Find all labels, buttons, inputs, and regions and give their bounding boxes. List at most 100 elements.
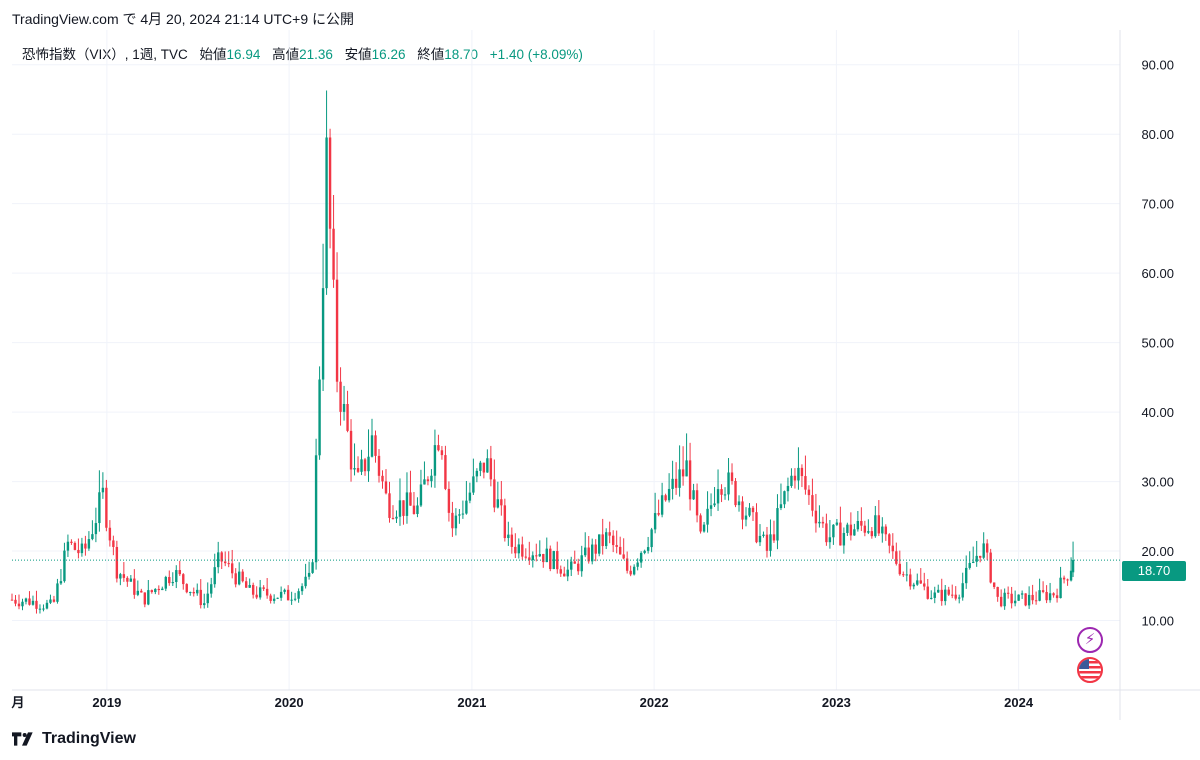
lightning-icon[interactable]: ⚡	[1077, 627, 1103, 653]
candle-body	[591, 544, 594, 562]
candle-body	[608, 532, 611, 536]
candle-body	[196, 589, 199, 594]
candle-body	[556, 551, 559, 570]
candle-body	[744, 515, 748, 520]
candle-body	[91, 534, 94, 540]
x-tick-label: 2023	[822, 695, 851, 710]
candle-body	[80, 543, 84, 554]
candle-body	[66, 541, 70, 551]
candle-body	[220, 552, 223, 562]
candle-body	[224, 561, 227, 564]
candle-body	[538, 554, 541, 557]
candle-body	[636, 562, 639, 567]
candle-body	[265, 588, 269, 596]
candle-body	[440, 450, 444, 456]
candle-body	[129, 578, 133, 582]
candle-body	[622, 554, 625, 559]
candle-body	[678, 469, 681, 488]
candle-body	[814, 510, 818, 524]
candle-body	[500, 499, 503, 506]
candle-body	[269, 595, 272, 601]
candle-body	[937, 589, 940, 593]
legend-symbol[interactable]: 恐怖指数（VIX）, 1週, TVC	[22, 47, 188, 62]
candle-body	[168, 576, 171, 584]
candle-body	[563, 573, 566, 577]
candle-body	[374, 435, 377, 456]
candle-body	[335, 279, 339, 382]
x-tick-label: 2022	[640, 695, 669, 710]
candle-body	[87, 539, 91, 549]
candle-body	[748, 507, 751, 516]
x-tick-label: 2019	[92, 695, 121, 710]
candle-body	[164, 576, 167, 589]
candle-body	[720, 489, 723, 495]
candle-body	[21, 601, 24, 607]
legend-low-label: 安値	[344, 47, 372, 62]
candle-body	[108, 527, 112, 541]
candle-body	[304, 576, 307, 587]
candle-body	[688, 460, 692, 500]
candle-body	[472, 476, 475, 493]
y-tick-label: 30.00	[1141, 475, 1174, 490]
candle-body	[709, 505, 713, 509]
candle-body	[318, 379, 321, 456]
candle-body	[825, 523, 828, 543]
candle-body	[681, 469, 685, 477]
candle-body	[119, 574, 122, 579]
y-tick-label: 70.00	[1141, 197, 1174, 212]
candle-body	[38, 608, 42, 610]
candle-body	[895, 551, 898, 564]
candle-body	[507, 534, 510, 539]
candle-body	[891, 545, 895, 552]
candle-body	[70, 541, 73, 543]
tradingview-brand[interactable]: TradingView	[12, 730, 136, 748]
candle-body	[45, 602, 49, 609]
candle-body	[821, 521, 825, 524]
y-tick-label: 80.00	[1141, 127, 1174, 142]
candle-body	[1062, 577, 1066, 580]
us-flag-icon[interactable]	[1077, 657, 1103, 683]
candle-body	[255, 594, 258, 598]
candle-body	[297, 591, 300, 599]
candle-body	[328, 137, 332, 229]
candle-body	[349, 430, 353, 470]
candle-body	[1013, 600, 1017, 604]
candle-body	[157, 588, 161, 591]
candle-body	[73, 542, 77, 550]
candle-body	[947, 589, 950, 595]
candle-body	[482, 462, 486, 473]
candle-body	[905, 574, 908, 576]
brand-name: TradingView	[42, 730, 136, 747]
candle-body	[643, 550, 646, 553]
candle-body	[290, 599, 293, 601]
candle-body	[730, 472, 734, 481]
candle-body	[489, 458, 493, 480]
candle-body	[842, 532, 846, 546]
y-tick-label: 40.00	[1141, 405, 1174, 420]
y-tick-label: 60.00	[1141, 266, 1174, 281]
candle-body	[762, 534, 765, 536]
candle-body	[192, 591, 195, 594]
candle-body	[727, 472, 730, 495]
candle-body	[423, 479, 426, 485]
candle-body	[454, 515, 458, 529]
candle-body	[958, 597, 961, 599]
candle-body	[203, 603, 206, 606]
candle-body	[244, 581, 248, 588]
candle-body	[971, 561, 975, 563]
candle-body	[598, 534, 601, 554]
candle-body	[587, 547, 590, 562]
candle-body	[951, 594, 954, 596]
candle-body	[1024, 593, 1027, 606]
candle-body	[734, 480, 737, 506]
candle-body	[741, 501, 744, 520]
candle-body	[283, 589, 286, 592]
candle-body	[52, 599, 56, 602]
candle-body	[356, 468, 360, 472]
candle-body	[769, 534, 772, 551]
candle-body	[24, 598, 28, 602]
x-tick-label: 月	[10, 695, 24, 710]
candle-body	[1066, 579, 1069, 581]
candle-body	[832, 524, 835, 538]
